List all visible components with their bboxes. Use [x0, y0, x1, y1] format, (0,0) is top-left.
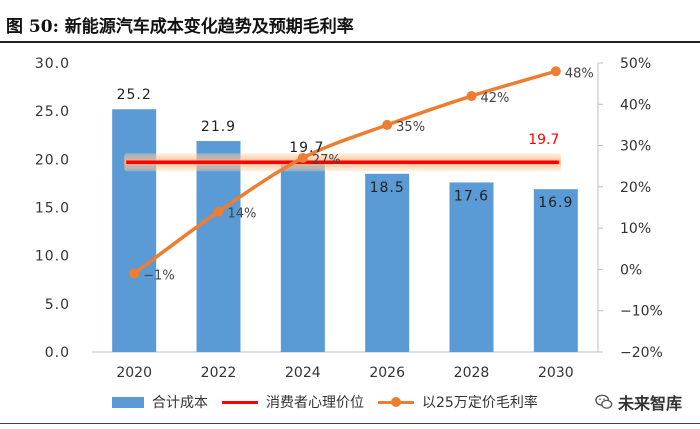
- margin-data-label: 35%: [396, 120, 425, 135]
- y-left-tick-label: 20.0: [35, 152, 70, 168]
- title-rule: [0, 41, 700, 43]
- bar-cost-2028: [449, 182, 494, 352]
- bar-cost-2022: [196, 141, 241, 352]
- legend: 合计成本 消费者心理价位 以25万定价毛利率: [112, 392, 538, 412]
- y-left-tick-label: 30.0: [35, 56, 70, 72]
- x-tick-label: 2020: [116, 365, 152, 381]
- margin-data-label: 48%: [565, 66, 594, 81]
- y-right-tick-label: 30%: [620, 139, 651, 155]
- margin-data-label: 14%: [228, 207, 257, 222]
- y-left-tick-label: 0.0: [45, 345, 70, 361]
- bar-cost-2024: [280, 162, 325, 352]
- legend-swatch-price: [222, 400, 258, 404]
- bar-data-label: 19.7: [289, 140, 324, 156]
- margin-point-2030: [550, 66, 561, 77]
- x-tick-label: 2026: [369, 365, 405, 381]
- x-tick-label: 2028: [454, 365, 490, 381]
- x-tick-label: 2030: [538, 365, 574, 381]
- margin-point-2020: [129, 268, 140, 279]
- wechat-logo-icon: [595, 394, 613, 409]
- legend-item-price: 消费者心理价位: [222, 392, 364, 412]
- margin-point-2028: [466, 91, 477, 102]
- chart-area: 0.0 5.0 10.0 15.0 20.0 25.0 30.0 −20% −10% 0% 10% 2…: [35, 56, 663, 381]
- legend-label-price: 消费者心理价位: [266, 395, 364, 411]
- x-tick-label: 2022: [201, 365, 237, 381]
- margin-line: [133, 69, 557, 275]
- y-right-tick-label: 50%: [620, 56, 651, 72]
- y-left-tick-label: 25.0: [35, 104, 70, 120]
- figure-title: 图 50: 新能源汽车成本变化趋势及预期毛利率: [6, 17, 354, 37]
- bar-cost-2020: [112, 109, 157, 353]
- bar-data-label: 16.9: [538, 195, 573, 211]
- y-left-tick-label: 5.0: [45, 297, 70, 313]
- bar-data-label: 25.2: [117, 87, 152, 103]
- bar-cost-2026: [365, 173, 410, 352]
- margin-data-label: −1%: [143, 269, 175, 284]
- legend-item-cost: 合计成本: [112, 392, 208, 412]
- margin-point-2026: [382, 119, 393, 130]
- x-tick-label: 2024: [285, 365, 321, 381]
- margin-point-2024: [297, 152, 308, 163]
- y-right-tick-label: 10%: [620, 221, 651, 237]
- reference-line-label: 19.7: [528, 132, 559, 148]
- watermark-text: 未来智库: [617, 394, 682, 413]
- y-right-tick-label: 40%: [620, 97, 651, 113]
- margin-data-label: 42%: [481, 91, 510, 106]
- y-right-tick-label: 20%: [620, 180, 651, 196]
- bar-data-label: 21.9: [201, 119, 236, 135]
- margin-data-label: 27%: [312, 153, 341, 168]
- legend-item-margin: 以25万定价毛利率: [378, 392, 538, 412]
- legend-label-margin: 以25万定价毛利率: [422, 395, 538, 411]
- y-left-tick-label: 15.0: [35, 201, 70, 217]
- y-left-tick-label: 10.0: [35, 249, 70, 265]
- bar-cost-2030: [533, 189, 578, 352]
- bar-data-label: 17.6: [454, 188, 489, 204]
- legend-swatch-margin: [378, 396, 414, 407]
- legend-swatch-cost: [112, 396, 144, 408]
- legend-label-cost: 合计成本: [152, 395, 208, 411]
- bottom-rule: [0, 423, 700, 424]
- margin-point-2022: [213, 206, 224, 217]
- y-right-tick-label: −10%: [620, 304, 663, 320]
- y-right-tick-label: −20%: [620, 345, 663, 361]
- watermark: 未来智库: [590, 388, 686, 416]
- bar-data-label: 18.5: [370, 180, 405, 196]
- y-right-tick-label: 0%: [620, 262, 642, 278]
